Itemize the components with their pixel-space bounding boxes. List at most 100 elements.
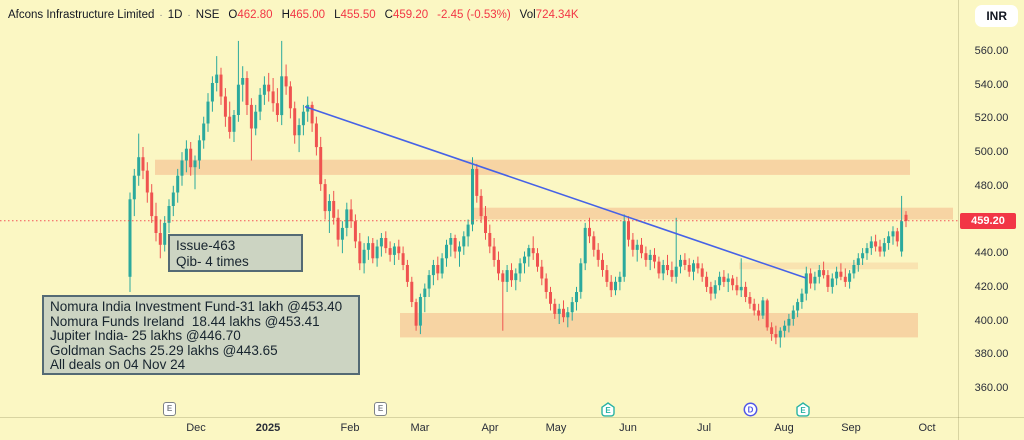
candle-body [765, 300, 769, 328]
candle-body [761, 300, 765, 316]
candle-body [679, 259, 682, 267]
candle-body [479, 195, 483, 217]
candle-body [336, 217, 340, 240]
time-axis-label: Jun [619, 422, 637, 434]
candle-body [774, 334, 778, 338]
candle-body [648, 254, 652, 260]
demand-zone-400[interactable] [400, 313, 918, 338]
candle-body [895, 231, 899, 242]
candle-body [497, 259, 500, 274]
note-line: Qib- 4 times [176, 254, 249, 269]
minor-zone-432[interactable] [739, 262, 918, 270]
candle-body [731, 278, 735, 286]
candle-body [275, 103, 279, 115]
candle-body [804, 273, 808, 294]
candle-body [796, 302, 800, 311]
candle-body [696, 263, 700, 269]
candle-body [640, 244, 643, 254]
candle-body [375, 246, 379, 259]
candle-body [700, 268, 704, 277]
candle-body [523, 256, 526, 264]
price-axis-label: 380.00 [974, 348, 1009, 360]
candle-body [340, 227, 344, 240]
supply-zone-463[interactable] [473, 207, 953, 220]
ohlc-low: L455.50 [334, 9, 376, 21]
candle-body [583, 227, 587, 264]
candle-body [280, 76, 284, 116]
candle-body [739, 286, 743, 291]
candle-body [141, 157, 145, 171]
earnings-icon: E [374, 402, 387, 416]
candle-body [540, 266, 544, 279]
candle-body [622, 221, 626, 277]
price-chart-svg[interactable] [0, 0, 958, 417]
candle-body [284, 76, 288, 87]
ohlc-high: H465.00 [281, 9, 326, 21]
candle-body [549, 292, 552, 304]
candle-body [527, 248, 531, 257]
candle-body [445, 244, 448, 259]
earnings-marker[interactable]: E [796, 402, 810, 417]
candlestick-chart-canvas[interactable]: E E E D E Issue-463 Qib- 4 times Nomura India… [0, 0, 958, 417]
candle-body [670, 270, 674, 277]
candle-body [852, 265, 856, 274]
candle-body [783, 325, 787, 331]
candle-body [345, 209, 349, 228]
earnings-marker[interactable]: E [374, 402, 388, 417]
candle-body [488, 233, 492, 247]
candle-body [267, 84, 271, 92]
candle-body [635, 244, 639, 250]
candle-body [323, 184, 327, 212]
candle-body [744, 286, 748, 297]
candle-body [128, 199, 132, 277]
candle-body [202, 123, 206, 141]
candle-body [505, 270, 509, 282]
time-axis-label: Sep [841, 422, 861, 434]
candle-body [458, 246, 461, 252]
candle-body [232, 115, 236, 132]
price-axis[interactable]: 459.20 560.00 540.00 520.00 500.00 480.00 440… [959, 0, 1024, 417]
candle-body [722, 276, 726, 282]
currency-toggle-button[interactable]: INR [975, 5, 1018, 27]
candle-body [900, 221, 904, 252]
candle-body [874, 241, 878, 247]
time-axis-label: Mar [410, 422, 430, 434]
candle-body [366, 243, 370, 250]
earnings-marker[interactable]: E [163, 402, 177, 417]
candle-body [536, 253, 539, 267]
candle-body [817, 270, 821, 277]
earnings-marker[interactable]: E [601, 402, 615, 417]
earnings-icon: E [796, 402, 810, 417]
candle-body [262, 84, 266, 95]
dividend-marker[interactable]: D [743, 402, 758, 417]
note-line: Issue-463 [176, 238, 236, 253]
candle-body [566, 312, 570, 318]
time-axis[interactable]: Dec 2025 Feb Mar Apr May Jun Jul Aug Sep Oct [0, 418, 958, 440]
descending-trendline[interactable] [304, 105, 807, 279]
legend-separator: · [159, 9, 163, 21]
candle-body [384, 238, 388, 249]
time-axis-label: May [545, 422, 567, 434]
candle-body [653, 254, 656, 262]
candle-body [822, 270, 826, 276]
candle-body [397, 246, 401, 254]
issue-note-box[interactable]: Issue-463 Qib- 4 times [168, 234, 303, 272]
candle-body [830, 278, 834, 287]
note-line: Goldman Sachs 25.29 lakhs @443.65 [50, 342, 278, 358]
candle-body [514, 273, 518, 281]
bulk-deals-note-box[interactable]: Nomura India Investment Fund-31 lakh @45… [42, 295, 360, 375]
candle-body [197, 140, 201, 161]
candle-body [206, 101, 210, 124]
candle-body [601, 259, 604, 270]
earnings-icon: E [163, 402, 176, 416]
candle-body [618, 276, 622, 282]
candle-body [748, 297, 752, 304]
svg-text:D: D [748, 406, 754, 415]
interval-label[interactable]: 1D [167, 9, 183, 21]
symbol-name[interactable]: Afcons Infrastructure Limited [8, 9, 155, 21]
candle-body [835, 271, 839, 279]
candle-body [839, 271, 843, 277]
note-line: Jupiter India- 25 lakhs @446.70 [50, 328, 241, 344]
supply-zone-490[interactable] [155, 159, 910, 175]
candle-body [145, 170, 149, 193]
